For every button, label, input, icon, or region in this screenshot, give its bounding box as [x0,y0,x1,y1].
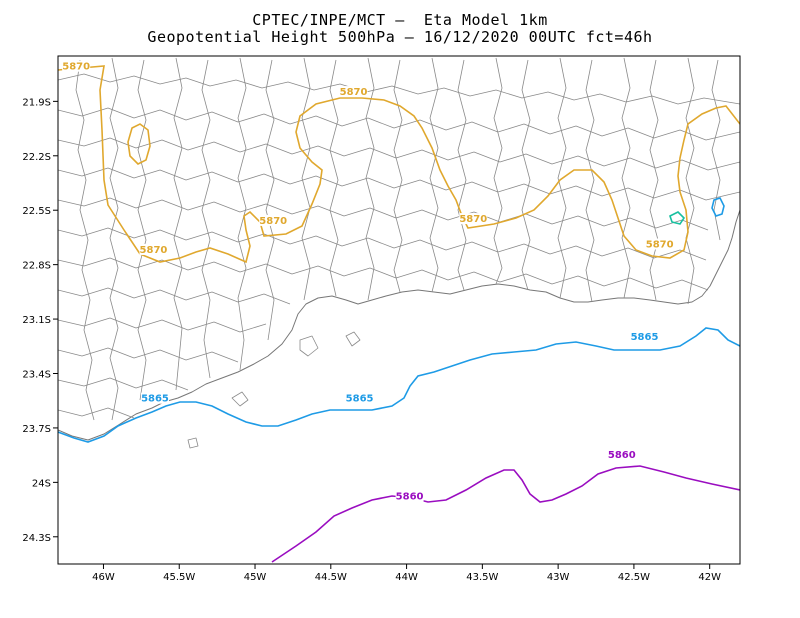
contour-label: 5860 [608,450,636,461]
contour-label-bg [339,86,368,98]
contour-line [271,465,740,563]
lon-tick-label: 44W [395,572,418,583]
title-line-2: Geopotential Height 500hPa – 16/12/2020 … [147,28,653,46]
contour-label-bg [395,490,424,502]
lon-tick-label: 42.5W [618,572,650,583]
lat-tick-label: 23.4S [22,370,51,381]
contour-label-bg [140,392,169,404]
lat-tick-label: 22.5S [22,206,51,217]
chart-title: CPTEC/INPE/MCT – Eta Model 1km Geopotent… [0,12,800,46]
contour-labels: 5870 5870 5870 5870 5870 5870 5865 5865 5865 5860… [62,60,674,503]
lat-tick-label: 22.2S [22,152,51,163]
lat-tick-label: 21.9S [22,97,51,108]
lon-tick-label: 46W [92,572,115,583]
contour-label-bg [62,60,91,72]
lon-tick-label: 42W [698,572,721,583]
island [187,437,199,449]
island [345,331,361,347]
contour-label: 5870 [62,62,90,73]
contour-line [58,65,740,264]
island [299,335,319,357]
contour-label: 5870 [259,216,287,227]
lat-tick-label: 22.8S [22,261,51,272]
contour-label-bg [607,448,636,460]
contour-label: 5865 [631,332,659,343]
contour-label: 5865 [141,394,169,405]
contour-label: 5870 [340,87,368,98]
contour-label-bg [345,392,374,404]
contour-label-bg [259,214,288,226]
lon-tick-label: 45W [244,572,267,583]
plot-frame [57,55,741,565]
longitude-axis: 46W 45.5W 45W 44.5W 44W 43.5W 43W 42.5W 42W [92,564,721,583]
title-line-1: CPTEC/INPE/MCT – Eta Model 1km [252,11,548,29]
lon-tick-label: 45.5W [163,572,195,583]
contour-label-bg [459,213,488,225]
island [231,391,249,407]
contour-label-bg [630,331,659,343]
contour-line [711,197,725,217]
contour-label: 5865 [346,394,374,405]
contour-line [58,327,740,443]
contour-label: 5870 [140,245,168,256]
boundary-mesh [58,57,740,421]
coastline [58,209,740,441]
lat-tick-label: 24.3S [22,533,51,544]
municipal-boundaries [58,57,740,449]
contour-label-bg [139,243,168,255]
contour-line [127,123,151,165]
contour-lines [58,65,740,563]
contour-label-bg [645,238,674,250]
latitude-axis: 21.9S 22.2S 22.5S 22.8S 23.1S 23.4S 23.7S 24S 24… [22,97,58,544]
contour-label: 5860 [396,492,424,503]
contour-label: 5870 [459,214,487,225]
lat-tick-label: 23.1S [22,315,51,326]
contour-label: 5870 [646,240,674,251]
lat-tick-label: 24S [32,478,51,489]
contour-line [669,211,686,225]
lon-tick-label: 43W [547,572,570,583]
lon-tick-label: 44.5W [315,572,347,583]
lat-tick-label: 23.7S [22,424,51,435]
lon-tick-label: 43.5W [466,572,498,583]
